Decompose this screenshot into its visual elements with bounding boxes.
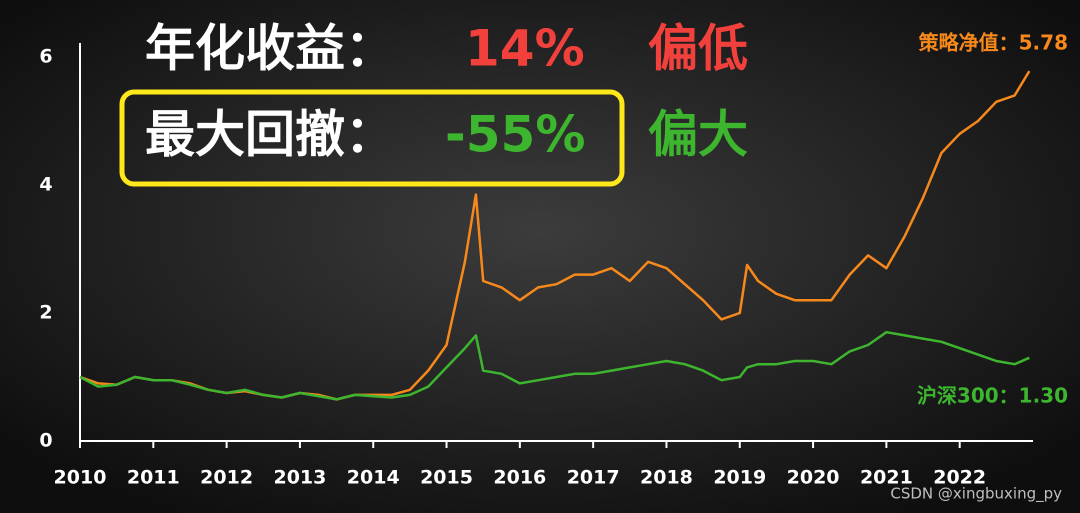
x-tick-label: 2012 [200, 467, 253, 489]
x-tick-label: 2015 [420, 467, 473, 489]
y-tick-label: 2 [39, 302, 52, 324]
highlight-box [119, 89, 625, 187]
callout-label: 最大回撤： [145, 106, 395, 164]
x-tick-label: 2017 [567, 467, 620, 489]
x-tick-label: 2014 [347, 467, 400, 489]
callout-verdict: 偏大 [648, 106, 748, 164]
x-tick-label: 2011 [127, 467, 180, 489]
y-tick-label: 4 [39, 174, 52, 196]
series-line [79, 70, 1031, 401]
x-tick-label: 2022 [933, 467, 986, 489]
x-tick-label: 2018 [640, 467, 693, 489]
x-tick-label: 2010 [54, 467, 107, 489]
end-label: 策略净值：5.78 [919, 31, 1068, 55]
x-tick-label: 2019 [713, 467, 766, 489]
x-tick-label: 2016 [493, 467, 546, 489]
end-label: 沪深300：1.30 [917, 384, 1068, 408]
x-tick-label: 2020 [787, 467, 840, 489]
callout-value: 14% [465, 20, 585, 78]
callout-label: 年化收益： [145, 20, 395, 78]
x-tick-label: 2013 [273, 467, 326, 489]
y-tick-label: 0 [39, 430, 52, 452]
watermark: CSDN @xingbuxing_py [890, 485, 1062, 504]
y-tick-label: 6 [39, 46, 52, 68]
x-tick-label: 2021 [860, 467, 913, 489]
callout-verdict: 偏低 [648, 20, 748, 78]
series-line [79, 330, 1030, 401]
callout-value: -55% [445, 106, 585, 164]
